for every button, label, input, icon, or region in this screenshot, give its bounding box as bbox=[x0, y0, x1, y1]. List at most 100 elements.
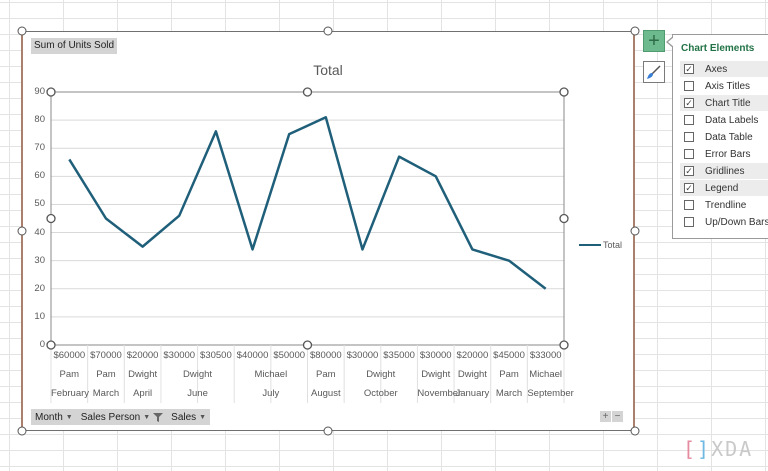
plot-area-handle[interactable] bbox=[559, 340, 569, 350]
y-tick-label: 10 bbox=[34, 310, 45, 322]
x-category-sales-label: $70000 bbox=[90, 350, 122, 361]
resize-handle-top-right[interactable] bbox=[630, 26, 640, 36]
x-category-person-label: Pam bbox=[499, 369, 519, 380]
resize-handle-bottom-left[interactable] bbox=[17, 426, 27, 436]
plot-area-handle[interactable] bbox=[46, 87, 56, 97]
x-category-person-label: Pam bbox=[316, 369, 336, 380]
checkbox-unchecked-icon[interactable] bbox=[684, 200, 694, 210]
resize-handle-bottom-right[interactable] bbox=[630, 426, 640, 436]
chart-element-axis-titles[interactable]: Axis Titles bbox=[680, 78, 768, 94]
panel-pointer-inner bbox=[668, 37, 674, 47]
x-category-month-label: April bbox=[133, 388, 153, 399]
x-category-sales-label: $30000 bbox=[346, 350, 379, 361]
watermark-logo: []XDA bbox=[683, 437, 754, 461]
resize-handle-top[interactable] bbox=[323, 26, 333, 36]
expand-field-button[interactable]: + bbox=[600, 411, 611, 422]
dropdown-arrow-icon: ▼ bbox=[199, 413, 207, 421]
month-field-label: Month bbox=[35, 411, 63, 423]
plot-area-handle[interactable] bbox=[46, 340, 56, 350]
y-tick-label: 50 bbox=[34, 198, 45, 210]
checkbox-unchecked-icon[interactable] bbox=[684, 217, 694, 227]
dropdown-arrow-icon: ▼ bbox=[65, 413, 73, 421]
x-category-sales-label: $45000 bbox=[493, 350, 525, 361]
plot-area-handle[interactable] bbox=[302, 340, 313, 350]
plus-icon: + bbox=[648, 30, 660, 52]
checkbox-unchecked-icon[interactable] bbox=[684, 132, 694, 142]
dropdown-arrow-icon: ▼ bbox=[143, 413, 151, 421]
expand-collapse-controls: + − bbox=[600, 411, 623, 422]
chart-element-label: Legend bbox=[705, 182, 739, 194]
sales-field-button[interactable]: Sales ▼ bbox=[167, 412, 210, 423]
y-tick-label: 0 bbox=[39, 339, 45, 350]
plot-area-handle[interactable] bbox=[46, 213, 56, 224]
collapse-field-button[interactable]: − bbox=[612, 411, 623, 422]
chart-element-data-table[interactable]: Data Table bbox=[680, 129, 768, 145]
x-category-person-label: Michael bbox=[529, 369, 563, 380]
axis-field-buttons: Month ▼ Sales Person ▼ Sales ▼ bbox=[31, 409, 211, 425]
chart-styles-button[interactable] bbox=[643, 61, 665, 83]
y-tick-label: 60 bbox=[34, 170, 45, 182]
checkbox-checked-icon[interactable]: ✓ bbox=[684, 64, 694, 74]
resize-handle-right[interactable] bbox=[630, 226, 640, 236]
x-category-month-label: March bbox=[495, 388, 523, 399]
checkbox-checked-icon[interactable]: ✓ bbox=[684, 183, 694, 193]
checkbox-checked-icon[interactable]: ✓ bbox=[684, 98, 694, 108]
resize-handle-left[interactable] bbox=[17, 226, 27, 236]
plot-area-handle[interactable] bbox=[559, 87, 569, 97]
resize-handle-top-left[interactable] bbox=[17, 26, 27, 36]
x-category-person-label: Pam bbox=[96, 369, 116, 380]
x-category-sales-label: $30000 bbox=[163, 350, 196, 361]
values-field-button[interactable]: Sum of Units Sold bbox=[31, 38, 118, 54]
x-category-person-label: Michael bbox=[254, 369, 288, 380]
x-category-sales-label: $20000 bbox=[456, 350, 489, 361]
x-category-person-label: Dwight bbox=[128, 369, 158, 380]
sales-person-field-button[interactable]: Sales Person ▼ bbox=[77, 412, 167, 423]
series-line-total[interactable] bbox=[68, 116, 547, 290]
y-tick-label: 80 bbox=[34, 114, 45, 126]
chart-element-data-labels[interactable]: Data Labels bbox=[680, 112, 768, 128]
chart-element-up-down-bars[interactable]: Up/Down Bars bbox=[680, 214, 768, 230]
legend[interactable]: Total bbox=[579, 240, 622, 250]
checkbox-unchecked-icon[interactable] bbox=[684, 81, 694, 91]
chart-element-label: Data Labels bbox=[705, 114, 759, 126]
chart-element-label: Trendline bbox=[705, 199, 747, 211]
x-category-sales-label: $35000 bbox=[383, 350, 415, 361]
checkbox-unchecked-icon[interactable] bbox=[684, 149, 694, 159]
chart-element-error-bars[interactable]: Error Bars bbox=[680, 146, 768, 162]
chart-element-chart-title[interactable]: ✓ Chart Title bbox=[680, 95, 768, 111]
chart-title[interactable]: Total bbox=[313, 62, 343, 78]
chart-elements-button[interactable]: + bbox=[643, 30, 665, 52]
x-category-person-label: Pam bbox=[59, 369, 80, 380]
chart-element-legend[interactable]: ✓ Legend bbox=[680, 180, 768, 196]
chart-area[interactable]: Sum of Units Sold Total 0 10 20 30 40 50 60 70 8… bbox=[21, 31, 635, 431]
checkbox-unchecked-icon[interactable] bbox=[684, 115, 694, 125]
x-category-sales-label: $50000 bbox=[273, 350, 306, 361]
x-category-month-label: October bbox=[363, 388, 398, 399]
watermark-text: XDA bbox=[711, 437, 754, 461]
y-tick-label: 90 bbox=[34, 86, 45, 97]
checkbox-checked-icon[interactable]: ✓ bbox=[684, 166, 694, 176]
y-tick-label: 70 bbox=[34, 142, 45, 154]
chart-element-label: Up/Down Bars bbox=[705, 216, 768, 228]
plot-area-handle[interactable] bbox=[302, 87, 313, 97]
paintbrush-icon bbox=[647, 65, 661, 79]
chart-element-label: Gridlines bbox=[705, 165, 745, 177]
chart-elements-panel: Chart Elements ✓ Axes Axis Titles ✓ Chart Ti… bbox=[672, 34, 768, 239]
legend-line-icon bbox=[579, 243, 601, 247]
chart-element-label: Data Table bbox=[705, 131, 753, 143]
y-tick-label: 20 bbox=[34, 282, 45, 294]
month-field-button[interactable]: Month ▼ bbox=[31, 412, 77, 423]
y-tick-label: 30 bbox=[34, 254, 45, 266]
x-category-person-label: Dwight bbox=[421, 369, 451, 380]
x-category-sales-label: $30000 bbox=[419, 350, 452, 361]
chart-element-label: Error Bars bbox=[705, 148, 751, 160]
chart-element-trendline[interactable]: Trendline bbox=[680, 197, 768, 213]
x-category-month-label: November bbox=[417, 388, 462, 399]
chart-element-axes[interactable]: ✓ Axes bbox=[680, 61, 768, 77]
x-category-sales-label: $60000 bbox=[53, 350, 86, 361]
resize-handle-bottom[interactable] bbox=[323, 426, 333, 436]
chart-element-gridlines[interactable]: ✓ Gridlines bbox=[680, 163, 768, 179]
plot-area-handle[interactable] bbox=[559, 213, 569, 224]
chart-element-label: Chart Title bbox=[705, 97, 751, 109]
plot-area[interactable] bbox=[23, 32, 637, 432]
